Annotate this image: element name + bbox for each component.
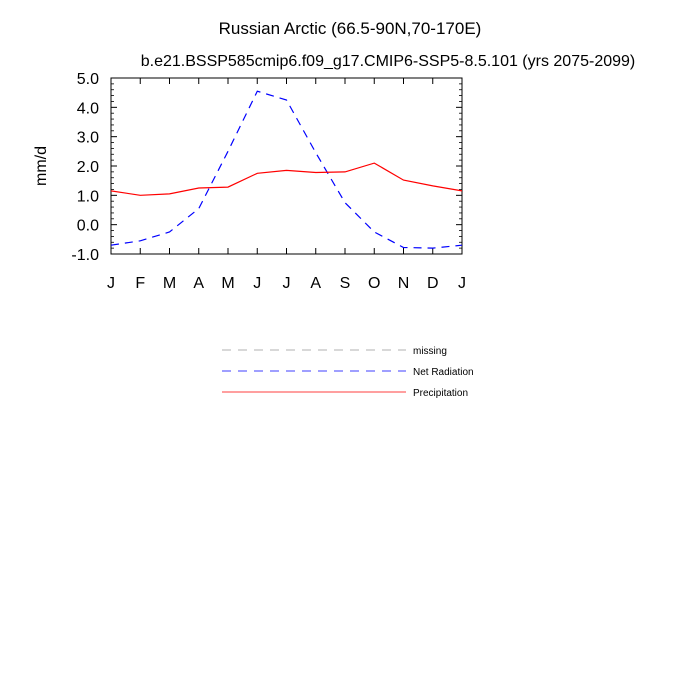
series-precipitation — [110, 162, 463, 196]
y-tick-label: 4.0 — [77, 100, 99, 117]
x-tick-label: J — [458, 275, 466, 292]
legend: missing Net Radiation Precipitation — [222, 346, 474, 399]
series-net-radiation — [110, 90, 463, 249]
chart-subtitle: b.e21.BSSP585cmip6.f09_g17.CMIP6-SSP5-8.… — [141, 53, 636, 70]
legend-label: Precipitation — [413, 388, 468, 399]
y-tick-label: 1.0 — [77, 188, 99, 205]
legend-label: Net Radiation — [413, 367, 474, 378]
x-tick-label: M — [221, 275, 234, 292]
y-tick-label: 3.0 — [77, 130, 99, 147]
plot-frame — [110, 77, 463, 255]
y-axis-label: mm/d — [33, 146, 50, 186]
legend-label: missing — [413, 346, 447, 357]
x-tick-label: D — [427, 275, 439, 292]
x-tick-label: J — [283, 275, 291, 292]
x-tick-label: A — [310, 275, 321, 292]
x-tick-label: A — [193, 275, 204, 292]
chart-title: Russian Arctic (66.5-90N,70-170E) — [219, 19, 482, 38]
series-line — [110, 162, 463, 196]
y-tick-label: 5.0 — [77, 71, 99, 88]
y-tick-label: 2.0 — [77, 159, 99, 176]
x-tick-label: N — [398, 275, 410, 292]
x-tick-label: O — [368, 275, 380, 292]
y-tick-label: 0.0 — [77, 218, 99, 235]
x-tick-label: F — [135, 275, 145, 292]
plot-area: 5.04.03.02.01.00.0-1.0J F M A M J J A S O N D J — [71, 71, 466, 292]
series-line — [110, 90, 463, 249]
x-tick-label: S — [340, 275, 351, 292]
x-tick-label: M — [163, 275, 176, 292]
x-tick-label: J — [107, 275, 115, 292]
x-tick-label: J — [253, 275, 261, 292]
y-tick-label: -1.0 — [71, 247, 99, 264]
